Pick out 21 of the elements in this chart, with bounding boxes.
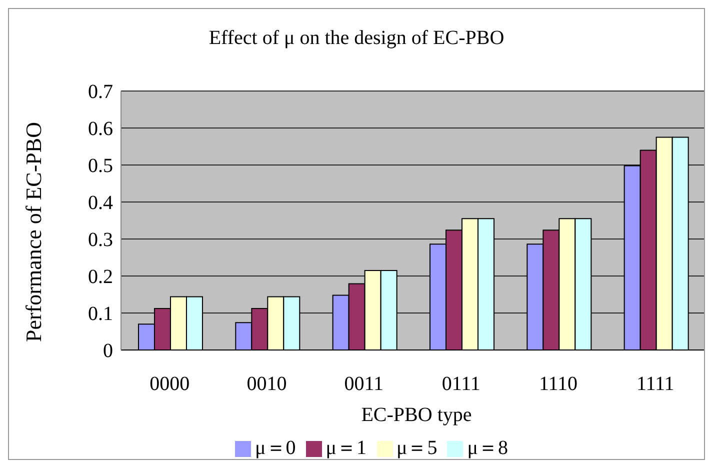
y-tick-label: 0.5 <box>88 155 113 178</box>
x-tick-label: 0000 <box>150 373 190 396</box>
legend-label: μ＝8 <box>467 437 508 459</box>
x-axis-title: EC-PBO type <box>360 404 473 427</box>
y-tick-label: 0.6 <box>88 118 113 140</box>
y-tick-label: 0.3 <box>88 229 113 252</box>
x-tick-label: 0010 <box>246 373 287 396</box>
y-tick-label: 0.7 <box>88 81 113 104</box>
y-tick-label: 0.2 <box>88 266 113 288</box>
legend-label: μ＝1 <box>326 437 366 459</box>
legend-label: μ＝5 <box>396 437 438 459</box>
x-tick-label: 1110 <box>538 373 578 396</box>
y-axis-title: Performance of EC-PBO <box>21 122 47 342</box>
chart-title: Effect of μ on the design of EC-PBO <box>208 27 506 50</box>
y-tick-label: 0.4 <box>88 192 113 214</box>
x-tick-label: 1111 <box>636 373 674 396</box>
x-tick-label: 0111 <box>442 373 480 396</box>
y-tick-label: 0.1 <box>88 303 113 326</box>
y-tick-label: 0 <box>103 340 113 362</box>
legend-label: μ＝0 <box>255 437 296 459</box>
x-tick-label: 0011 <box>344 373 384 396</box>
